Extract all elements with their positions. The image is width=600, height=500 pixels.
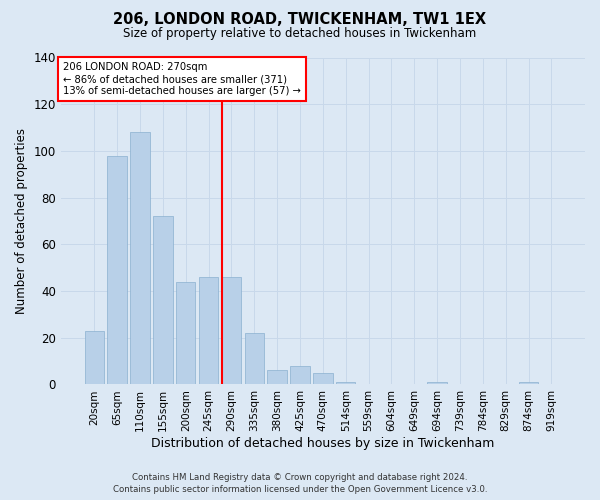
Bar (245, 333, 264, 384)
Bar (130, 132, 150, 384)
Text: 206 LONDON ROAD: 270sqm
← 86% of detached houses are smaller (371)
13% of semi-d: 206 LONDON ROAD: 270sqm ← 86% of detache… (64, 62, 301, 96)
Bar (336, 382, 355, 384)
Text: 206, LONDON ROAD, TWICKENHAM, TW1 1EX: 206, LONDON ROAD, TWICKENHAM, TW1 1EX (113, 12, 487, 28)
Bar (290, 366, 310, 384)
Text: Size of property relative to detached houses in Twickenham: Size of property relative to detached ho… (124, 28, 476, 40)
Bar (176, 282, 196, 385)
Bar (313, 373, 332, 384)
X-axis label: Distribution of detached houses by size in Twickenham: Distribution of detached houses by size … (151, 437, 494, 450)
Bar (519, 382, 538, 384)
Y-axis label: Number of detached properties: Number of detached properties (15, 128, 28, 314)
Bar (153, 216, 173, 384)
Text: Contains HM Land Registry data © Crown copyright and database right 2024.
Contai: Contains HM Land Registry data © Crown c… (113, 472, 487, 494)
Bar (222, 277, 241, 384)
Bar (199, 277, 218, 384)
Bar (107, 156, 127, 384)
Bar (85, 330, 104, 384)
Bar (427, 382, 447, 384)
Bar (268, 370, 287, 384)
